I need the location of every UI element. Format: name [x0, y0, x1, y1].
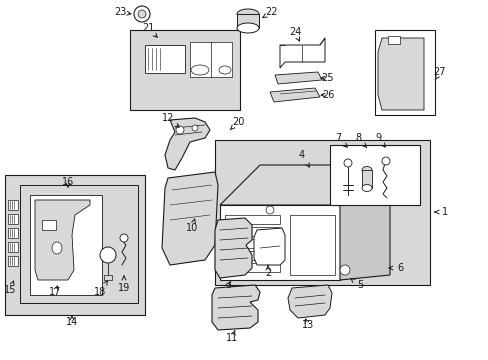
Bar	[215, 140, 429, 285]
Bar	[8, 228, 18, 238]
Bar	[104, 275, 112, 280]
Bar	[8, 256, 18, 266]
Text: 3: 3	[224, 280, 231, 290]
Text: 19: 19	[118, 276, 130, 293]
Bar	[224, 251, 280, 260]
Polygon shape	[164, 118, 209, 170]
Circle shape	[265, 206, 273, 214]
Polygon shape	[212, 285, 260, 330]
Polygon shape	[377, 38, 423, 110]
Polygon shape	[162, 172, 218, 265]
Ellipse shape	[361, 166, 371, 174]
Polygon shape	[220, 205, 339, 280]
Circle shape	[176, 126, 183, 134]
Bar	[145, 45, 184, 73]
Text: 2: 2	[264, 265, 270, 278]
Bar	[361, 170, 371, 188]
Bar	[374, 30, 434, 115]
Polygon shape	[339, 165, 389, 280]
Text: 7: 7	[334, 133, 346, 147]
Text: 5: 5	[350, 278, 363, 290]
Ellipse shape	[237, 9, 259, 19]
Polygon shape	[287, 285, 331, 318]
Bar	[387, 36, 399, 44]
Circle shape	[381, 157, 389, 165]
Polygon shape	[215, 218, 251, 278]
Bar	[224, 227, 280, 236]
Circle shape	[339, 265, 349, 275]
Text: 8: 8	[354, 133, 366, 148]
Text: 11: 11	[225, 330, 238, 343]
Bar	[329, 145, 419, 205]
Polygon shape	[274, 72, 321, 84]
Polygon shape	[220, 165, 389, 205]
Text: 1: 1	[434, 207, 447, 217]
Circle shape	[120, 234, 128, 242]
Bar	[20, 185, 138, 303]
Text: 14: 14	[66, 316, 78, 327]
Ellipse shape	[219, 66, 230, 74]
Text: 9: 9	[374, 133, 385, 147]
Bar	[224, 215, 280, 224]
Text: 26: 26	[321, 90, 333, 100]
Bar	[224, 239, 280, 248]
Bar	[190, 42, 231, 77]
Circle shape	[134, 6, 150, 22]
Text: 23: 23	[114, 7, 131, 17]
Bar	[42, 220, 56, 230]
Bar	[8, 214, 18, 224]
Text: 13: 13	[301, 319, 313, 330]
Circle shape	[138, 10, 146, 18]
Polygon shape	[35, 200, 90, 280]
Bar	[237, 14, 259, 28]
Text: 12: 12	[162, 113, 179, 127]
Polygon shape	[269, 88, 319, 102]
Text: 27: 27	[433, 67, 446, 80]
Text: 25: 25	[321, 73, 334, 83]
Text: 20: 20	[230, 117, 244, 130]
Bar	[289, 215, 334, 275]
Bar	[5, 175, 145, 315]
Ellipse shape	[361, 185, 371, 192]
Text: 15: 15	[4, 281, 16, 295]
Polygon shape	[280, 38, 325, 68]
Text: 18: 18	[94, 280, 107, 297]
Text: 24: 24	[288, 27, 301, 41]
Text: 22: 22	[262, 7, 278, 18]
Bar	[8, 242, 18, 252]
Text: 16: 16	[62, 177, 74, 187]
Ellipse shape	[237, 23, 259, 33]
Bar	[130, 30, 240, 110]
Bar	[224, 263, 280, 272]
Text: 6: 6	[388, 263, 402, 273]
Bar	[30, 195, 102, 295]
Text: 4: 4	[298, 150, 309, 167]
Ellipse shape	[191, 65, 208, 75]
Bar	[8, 200, 18, 210]
Circle shape	[100, 247, 116, 263]
Text: 17: 17	[49, 286, 61, 297]
Circle shape	[192, 125, 198, 131]
Text: 21: 21	[142, 23, 157, 37]
Circle shape	[343, 159, 351, 167]
Polygon shape	[253, 228, 285, 265]
Text: 10: 10	[185, 219, 198, 233]
Ellipse shape	[52, 242, 62, 254]
